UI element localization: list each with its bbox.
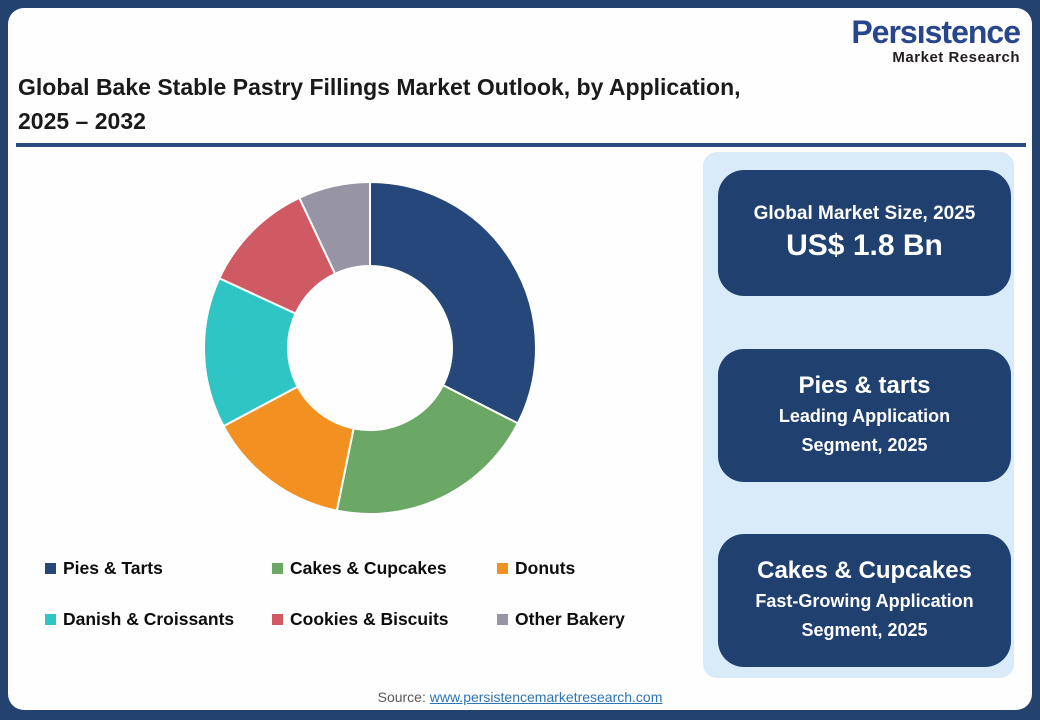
donut-segment-cakes-cupcakes [335,383,520,515]
chart-legend: Pies & Tarts Cakes & Cupcakes Donuts Danish… [45,558,625,630]
donut-segment-pies-tarts [369,180,537,425]
legend-swatch-icon [497,563,508,574]
legend-label: Pies & Tarts [63,558,163,578]
legend-item: Pies & Tarts [45,558,272,579]
legend-item: Other Bakery [497,609,625,630]
content-card: Persı stence Market Research Global Bake … [8,8,1032,710]
stat-panel-fast-growing-segment: Cakes & Cupcakes Fast-Growing Applicatio… [718,534,1011,667]
logo-brand-pre: Pers [851,14,917,50]
legend-label: Cookies & Biscuits [290,609,449,629]
logo-brand-post: stence [924,14,1021,50]
stat-panel-title: Pies & tarts [798,371,931,399]
stat-panel-subtitle: Fast-Growing Application Segment, 2025 [755,590,974,640]
stat-panel-subtitle: Leading Application Segment, 2025 [778,405,951,455]
legend-item: Cakes & Cupcakes [272,558,497,579]
legend-label: Other Bakery [515,609,625,629]
source-label: Source: [377,689,426,705]
legend-label: Cakes & Cupcakes [290,558,447,578]
page-title-line2: 2025 – 2032 [18,108,146,134]
donut-segment-other-bakery [297,180,371,276]
legend-item: Danish & Croissants [45,609,272,630]
source-line: Source: www.persistencemarketresearch.co… [8,689,1032,705]
stat-panel-value: US$ 1.8 Bn [786,229,943,262]
legend-swatch-icon [45,614,56,625]
logo-letter-i: ı [916,14,926,50]
legend-label: Donuts [515,558,576,578]
legend-item: Cookies & Biscuits [272,609,497,630]
legend-swatch-icon [45,563,56,574]
logo: Persı stence Market Research [851,14,1021,66]
donut-chart [203,180,537,515]
stat-panel-title: Cakes & Cupcakes [757,556,972,584]
page-title-line1: Global Bake Stable Pastry Fillings Marke… [18,74,741,100]
legend-label: Danish & Croissants [63,609,235,629]
stat-panel-market-size: Global Market Size, 2025 US$ 1.8 Bn [718,170,1011,296]
donut-chart-container [202,180,538,516]
legend-swatch-icon [497,614,508,625]
logo-brand: Persı stence [851,14,1021,50]
legend-swatch-icon [272,614,283,625]
source-link[interactable]: www.persistencemarketresearch.com [429,689,663,705]
legend-swatch-icon [272,563,283,574]
stat-panel-leading-segment: Pies & tarts Leading Application Segment… [718,349,1011,482]
logo-subtitle: Market Research [892,49,1020,66]
legend-item: Donuts [497,558,625,579]
stats-container: Global Market Size, 2025 US$ 1.8 Bn Pies… [703,152,1014,678]
page-title: Global Bake Stable Pastry Fillings Marke… [18,70,798,138]
stat-panel-title: Global Market Size, 2025 [753,203,976,224]
title-divider [16,143,1026,147]
